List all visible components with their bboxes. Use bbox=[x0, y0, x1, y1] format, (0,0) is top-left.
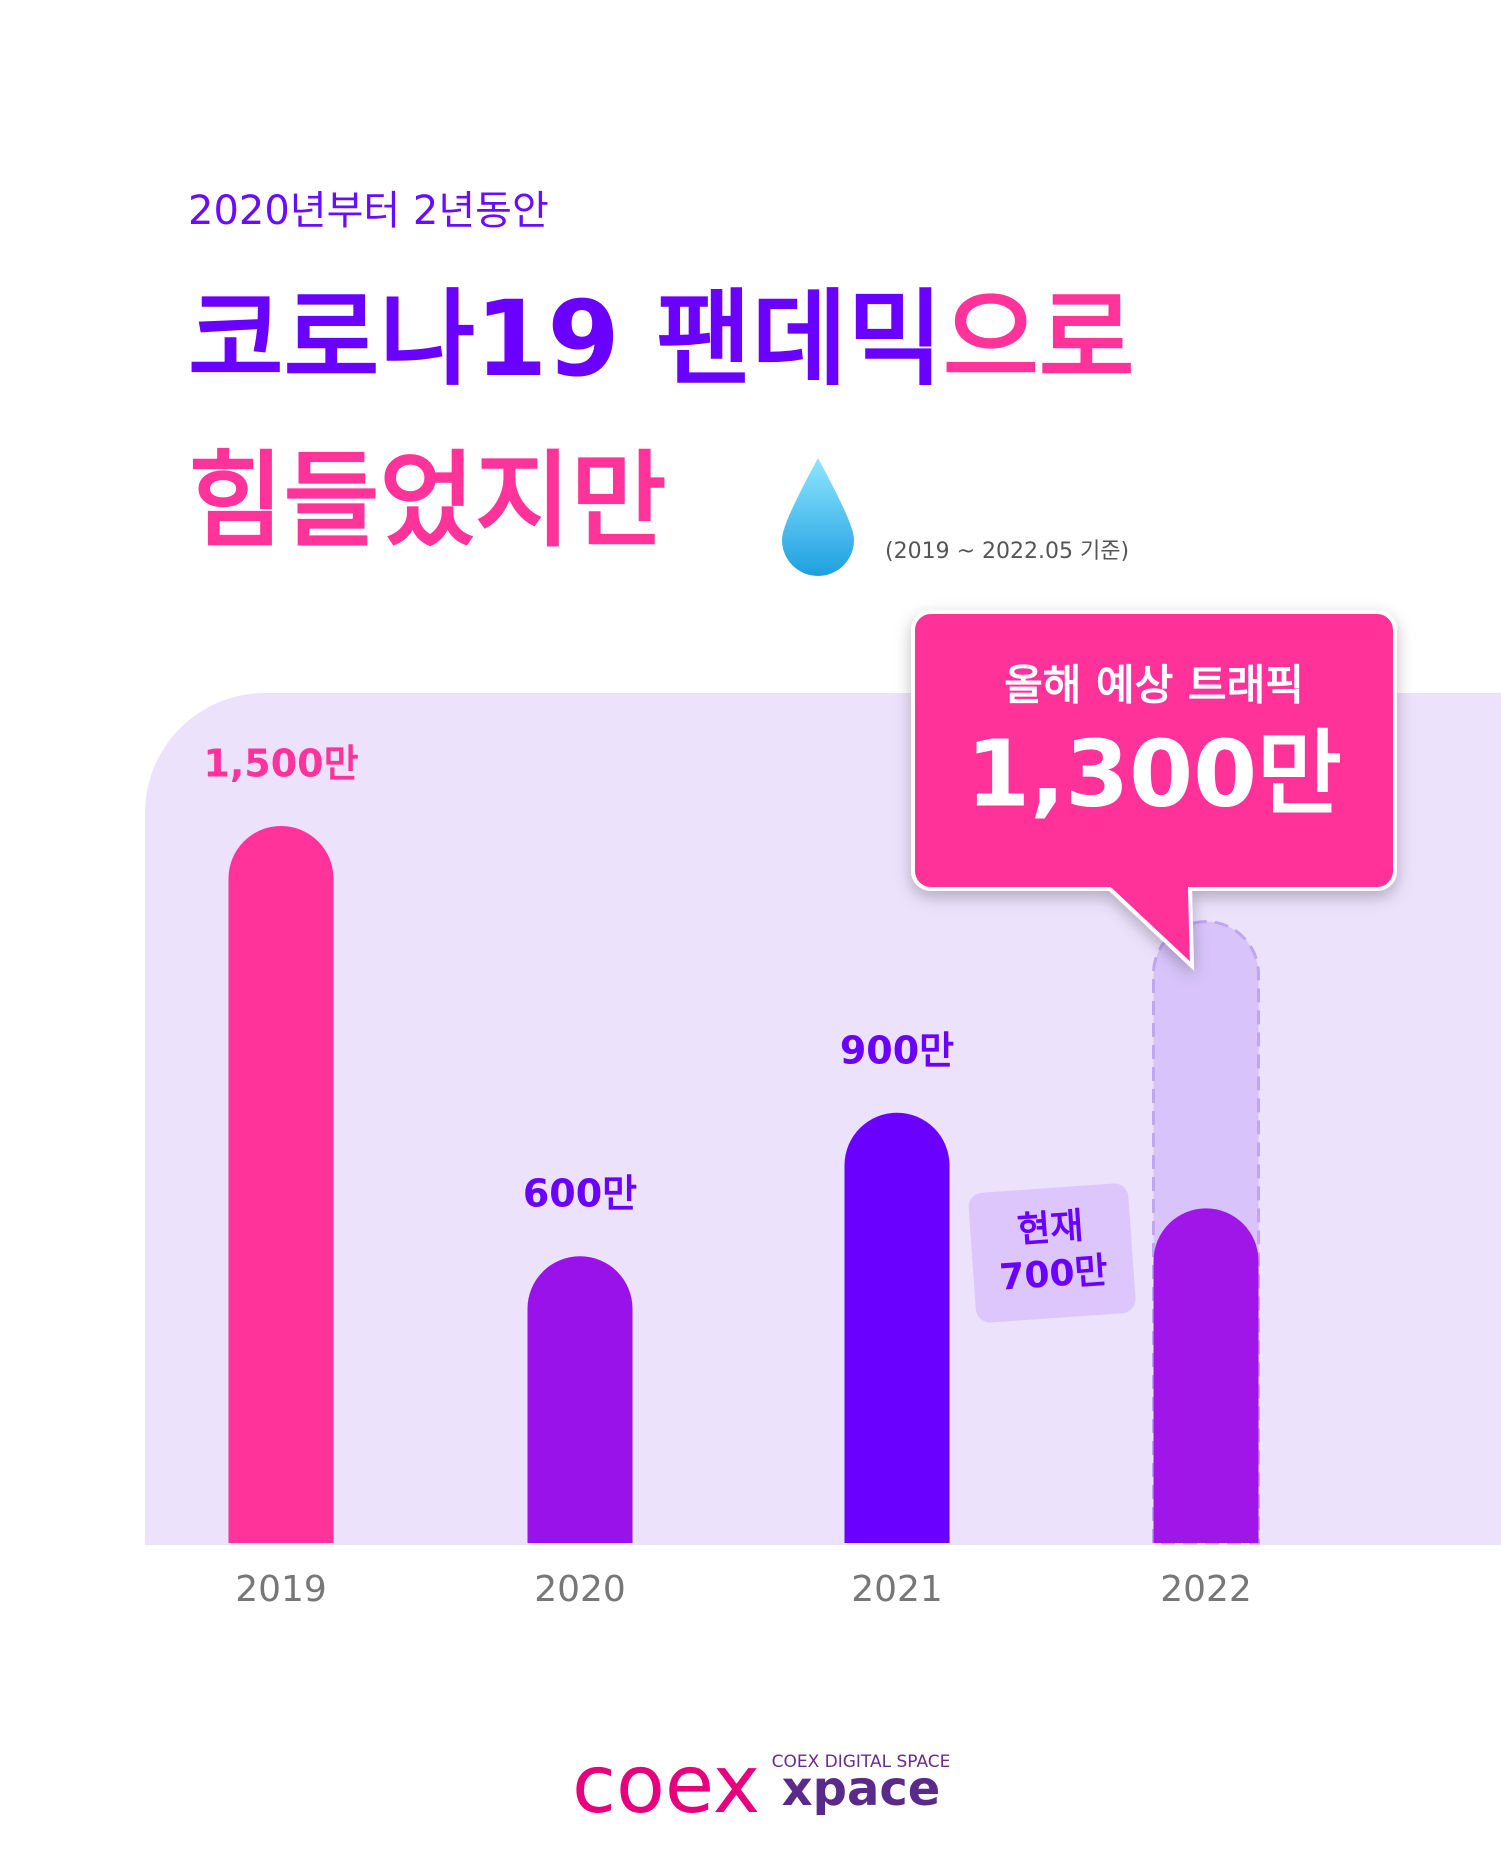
tagline: COEX DIGITAL SPACE bbox=[772, 1752, 951, 1772]
subtitle: 2020년부터 2년동안 bbox=[188, 188, 549, 234]
coex-logo: coex bbox=[572, 1738, 760, 1831]
bar bbox=[1153, 1208, 1259, 1543]
note: (2019 ~ 2022.05 기준) bbox=[885, 539, 1129, 564]
x-tick-label: 2020 bbox=[534, 1569, 626, 1610]
forecast-callout bbox=[911, 610, 1397, 971]
value-label: 1,500만 bbox=[203, 742, 358, 786]
bar bbox=[527, 1256, 633, 1543]
callout-bg bbox=[911, 610, 1397, 971]
callout-value: 1,300만 bbox=[966, 720, 1342, 827]
x-tick-label: 2022 bbox=[1160, 1569, 1252, 1610]
title-line2: 힘들었지만 bbox=[188, 439, 666, 561]
badge-bg bbox=[968, 1183, 1136, 1323]
title: 코로나19 팬데믹으로 bbox=[188, 278, 1134, 400]
x-tick-label: 2021 bbox=[851, 1569, 943, 1610]
callout-label: 올해 예상 트래픽 bbox=[1004, 661, 1304, 710]
droplet-icon bbox=[782, 458, 854, 576]
value-label: 900만 bbox=[840, 1028, 954, 1072]
badge-label: 현재 bbox=[1016, 1206, 1085, 1252]
value-label: 600만 bbox=[523, 1172, 637, 1216]
value-label: 700만 bbox=[998, 1250, 1109, 1298]
xpace-logo: xpace bbox=[782, 1761, 941, 1817]
bar bbox=[844, 1112, 950, 1543]
x-tick-label: 2019 bbox=[235, 1569, 327, 1610]
title-part: 으로 bbox=[943, 278, 1134, 400]
bar bbox=[228, 826, 334, 1543]
title-part: 코로나19 팬데믹 bbox=[188, 278, 943, 400]
